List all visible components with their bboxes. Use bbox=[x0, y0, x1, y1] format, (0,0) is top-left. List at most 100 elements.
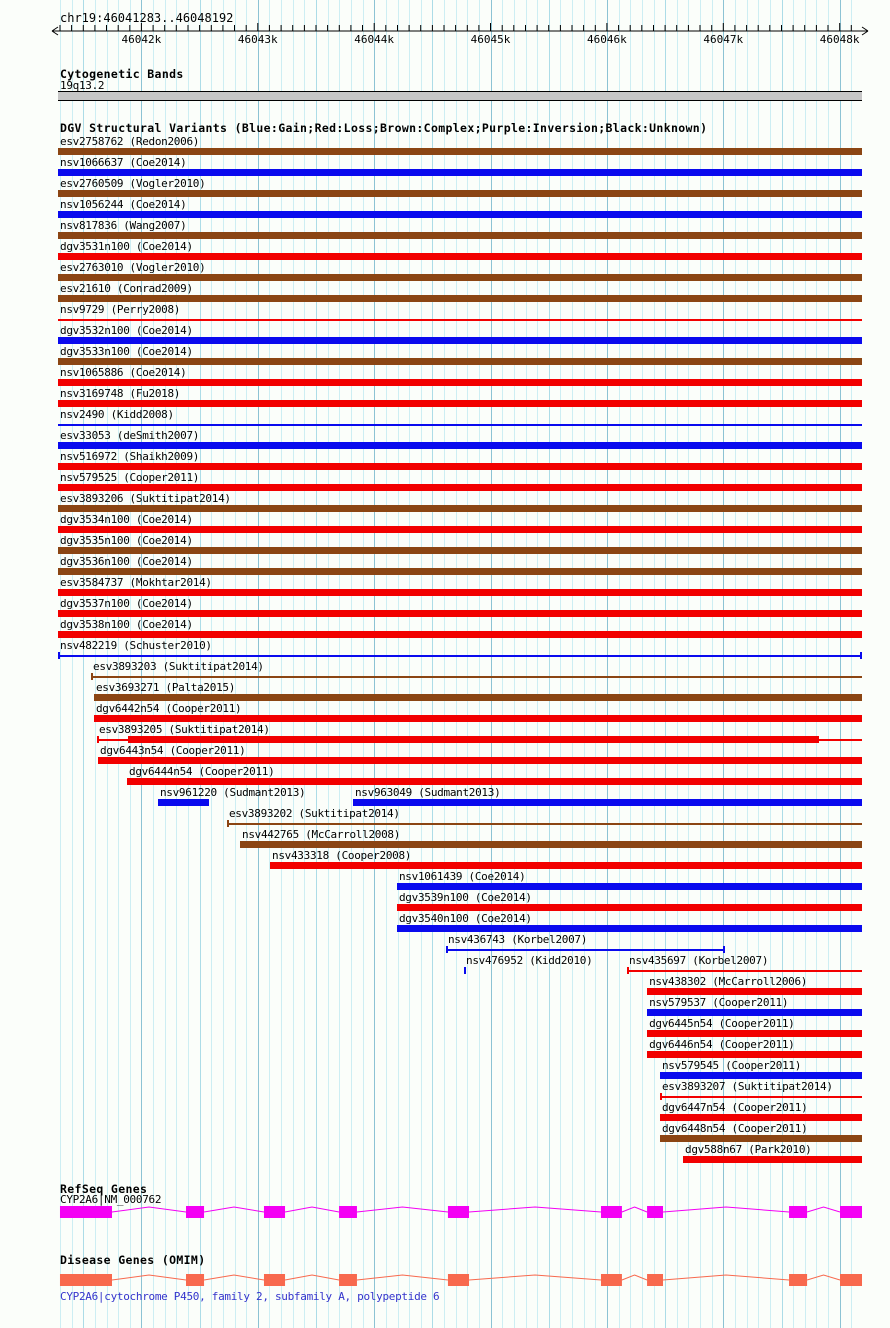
variant-label[interactable]: nsv579545 (Cooper2011) bbox=[661, 1059, 802, 1072]
variant-label[interactable]: nsv1066637 (Coe2014) bbox=[60, 156, 187, 169]
variant-bar[interactable] bbox=[58, 505, 862, 512]
variant-label[interactable]: dgv3532n100 (Coe2014) bbox=[60, 324, 193, 337]
variant-label[interactable]: esv3893203 (Suktitipat2014) bbox=[93, 660, 264, 673]
variant-label[interactable]: esv2763010 (Vogler2010) bbox=[60, 261, 206, 274]
exon-box[interactable] bbox=[600, 1206, 622, 1218]
variant-label[interactable]: nsv436743 (Korbel2007) bbox=[447, 933, 588, 946]
variant-label[interactable]: nsv438302 (McCarroll2006) bbox=[649, 975, 808, 988]
variant-bar[interactable] bbox=[659, 1135, 862, 1142]
variant-label[interactable]: dgv3539n100 (Coe2014) bbox=[398, 891, 532, 904]
variant-label[interactable]: esv33053 (deSmith2007) bbox=[60, 429, 200, 442]
variant-bar[interactable] bbox=[58, 442, 862, 449]
variant-label[interactable]: esv3893207 (Suktitipat2014) bbox=[661, 1080, 833, 1093]
variant-label[interactable]: nsv817836 (Wang2007) bbox=[60, 219, 187, 232]
variant-bar[interactable] bbox=[58, 400, 862, 407]
variant-label[interactable]: dgv6444n54 (Cooper2011) bbox=[129, 765, 275, 778]
variant-label[interactable]: dgv3540n100 (Coe2014) bbox=[398, 912, 532, 925]
variant-bar[interactable] bbox=[445, 949, 726, 951]
variant-bar[interactable] bbox=[659, 1096, 862, 1098]
variant-bar[interactable] bbox=[58, 463, 862, 470]
variant-label[interactable]: nsv435697 (Korbel2007) bbox=[629, 954, 769, 967]
variant-bar[interactable] bbox=[58, 211, 862, 218]
variant-bar[interactable] bbox=[226, 823, 862, 825]
variant-label[interactable]: nsv9729 (Perry2008) bbox=[60, 303, 181, 316]
cytoband-bar[interactable] bbox=[58, 91, 862, 101]
variant-label[interactable]: nsv961220 (Sudmant2013) bbox=[159, 786, 306, 799]
exon-box[interactable] bbox=[59, 1206, 112, 1218]
variant-bar[interactable] bbox=[240, 841, 862, 848]
variant-label[interactable]: nsv2490 (Kidd2008) bbox=[60, 408, 174, 421]
variant-label[interactable]: dgv588n67 (Park2010) bbox=[685, 1143, 812, 1156]
exon-box[interactable] bbox=[263, 1206, 286, 1218]
exon-box[interactable] bbox=[840, 1206, 862, 1218]
variant-label[interactable]: dgv6446n54 (Cooper2011) bbox=[649, 1038, 795, 1051]
refseq-gene-label[interactable]: CYP2A6|NM_000762 bbox=[60, 1193, 162, 1206]
variant-bar[interactable] bbox=[58, 148, 862, 155]
variant-label[interactable]: esv3893202 (Suktitipat2014) bbox=[228, 807, 400, 820]
variant-bar[interactable] bbox=[270, 862, 862, 869]
variant-label[interactable]: dgv3537n100 (Coe2014) bbox=[60, 597, 193, 610]
variant-label[interactable]: nsv476952 (Kidd2010) bbox=[466, 954, 593, 967]
variant-label[interactable]: esv3584737 (Mokhtar2014) bbox=[60, 576, 212, 589]
variant-label[interactable]: esv2758762 (Redon2006) bbox=[60, 135, 200, 148]
exon-box[interactable] bbox=[339, 1206, 357, 1218]
variant-label[interactable]: nsv516972 (Shaikh2009) bbox=[60, 450, 200, 463]
variant-bar[interactable] bbox=[58, 295, 862, 302]
exon-box[interactable] bbox=[59, 1274, 112, 1286]
variant-label[interactable]: nsv579537 (Cooper2011) bbox=[649, 996, 789, 1009]
variant-label[interactable]: esv3893206 (Suktitipat2014) bbox=[60, 492, 231, 505]
variant-bar[interactable] bbox=[647, 1051, 862, 1058]
variant-label[interactable]: esv3693271 (Palta2015) bbox=[95, 681, 236, 694]
variant-bar[interactable] bbox=[647, 988, 862, 995]
variant-label[interactable]: nsv433318 (Cooper2008) bbox=[272, 849, 412, 862]
variant-bar[interactable] bbox=[127, 778, 862, 785]
variant-label[interactable]: esv21610 (Conrad2009) bbox=[60, 282, 193, 295]
variant-bar[interactable] bbox=[647, 1030, 862, 1037]
exon-box[interactable] bbox=[840, 1274, 862, 1286]
variant-label[interactable]: dgv6443n54 (Cooper2011) bbox=[100, 744, 246, 757]
variant-bar[interactable] bbox=[58, 232, 862, 239]
variant-bar[interactable] bbox=[58, 589, 862, 596]
variant-bar[interactable] bbox=[819, 739, 862, 741]
variant-label[interactable]: dgv6447n54 (Cooper2011) bbox=[661, 1101, 808, 1114]
variant-label[interactable]: dgv3533n100 (Coe2014) bbox=[60, 345, 193, 358]
variant-bar[interactable] bbox=[58, 337, 862, 344]
exon-box[interactable] bbox=[600, 1274, 622, 1286]
variant-label[interactable]: nsv1056244 (Coe2014) bbox=[60, 198, 187, 211]
variant-bar[interactable] bbox=[647, 1009, 862, 1016]
variant-label[interactable]: nsv579525 (Cooper2011) bbox=[60, 471, 200, 484]
variant-bar[interactable] bbox=[396, 925, 862, 932]
variant-bar[interactable] bbox=[91, 676, 862, 678]
variant-bar[interactable] bbox=[98, 757, 862, 764]
variant-bar[interactable] bbox=[157, 799, 210, 806]
exon-box[interactable] bbox=[263, 1274, 286, 1286]
variant-bar[interactable] bbox=[659, 1072, 862, 1079]
variant-bar[interactable] bbox=[396, 883, 862, 890]
variant-label[interactable]: nsv963049 (Sudmant2013) bbox=[354, 786, 501, 799]
variant-bar[interactable] bbox=[58, 319, 862, 321]
variant-bar[interactable] bbox=[58, 379, 862, 386]
variant-label[interactable]: dgv6445n54 (Cooper2011) bbox=[649, 1017, 795, 1030]
variant-bar[interactable] bbox=[58, 484, 862, 491]
variant-bar[interactable] bbox=[659, 1114, 862, 1121]
variant-bar[interactable] bbox=[58, 169, 862, 176]
variant-label[interactable]: esv3893205 (Suktitipat2014) bbox=[98, 723, 270, 736]
variant-label[interactable]: nsv482219 (Schuster2010) bbox=[60, 639, 212, 652]
variant-bar[interactable] bbox=[58, 568, 862, 575]
variant-bar[interactable] bbox=[128, 736, 820, 743]
variant-bar[interactable] bbox=[93, 694, 862, 701]
variant-bar[interactable] bbox=[58, 424, 862, 426]
variant-label[interactable]: dgv3535n100 (Coe2014) bbox=[60, 534, 193, 547]
variant-bar[interactable] bbox=[58, 631, 862, 638]
variant-bar[interactable] bbox=[396, 904, 862, 911]
exon-box[interactable] bbox=[789, 1274, 808, 1286]
variant-label[interactable]: nsv1061439 (Coe2014) bbox=[398, 870, 526, 883]
variant-label[interactable]: dgv3536n100 (Coe2014) bbox=[60, 555, 193, 568]
variant-bar[interactable] bbox=[58, 526, 862, 533]
exon-box[interactable] bbox=[647, 1206, 664, 1218]
variant-label[interactable]: esv2760509 (Vogler2010) bbox=[60, 177, 206, 190]
variant-label[interactable]: dgv6448n54 (Cooper2011) bbox=[661, 1122, 808, 1135]
variant-bar[interactable] bbox=[58, 190, 862, 197]
exon-box[interactable] bbox=[339, 1274, 357, 1286]
variant-label[interactable]: dgv3538n100 (Coe2014) bbox=[60, 618, 193, 631]
